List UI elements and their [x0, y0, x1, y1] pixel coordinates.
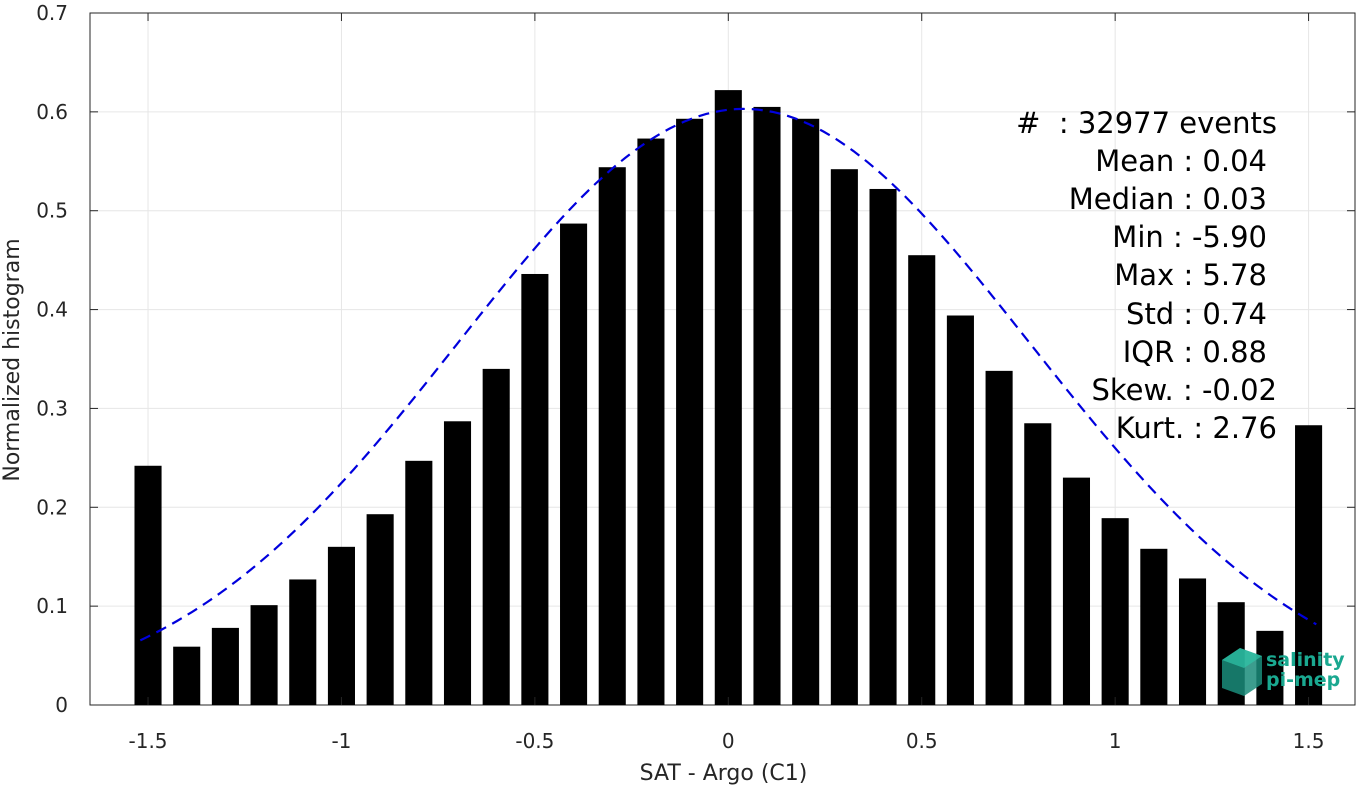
- bar-2: [211, 627, 239, 705]
- x-tick-label-3: 0: [722, 729, 735, 753]
- stat-max: Max : 5.78: [1114, 258, 1267, 292]
- bar-10: [521, 273, 549, 705]
- stat-min: Min : -5.90: [1112, 220, 1267, 254]
- bar-15: [714, 90, 742, 705]
- bar-0: [134, 465, 162, 705]
- bar-4: [289, 579, 317, 705]
- bar-6: [366, 514, 394, 705]
- bar-16: [753, 106, 781, 705]
- x-tick-label-4: 0.5: [906, 729, 938, 753]
- logo-cube-face-icon: [1222, 648, 1262, 668]
- y-tick-label-6: 0.6: [36, 100, 68, 124]
- y-tick-label-1: 0.1: [36, 594, 68, 618]
- logo-line1: salinity: [1266, 649, 1345, 671]
- stat-events: # : 32977 events: [1016, 106, 1277, 140]
- x-tick-label-1: -1: [331, 729, 351, 753]
- bars: [134, 90, 1323, 706]
- x-tick-label-5: 1: [1109, 729, 1122, 753]
- bar-7: [405, 460, 433, 705]
- bar-21: [946, 315, 974, 705]
- x-tick-label-0: -1.5: [129, 729, 168, 753]
- stat-mean: Mean : 0.04: [1095, 144, 1267, 178]
- y-axis-label: Normalized histogram: [0, 238, 25, 481]
- stat-median: Median : 0.03: [1069, 182, 1267, 216]
- bar-19: [869, 188, 897, 706]
- bar-8: [443, 421, 472, 705]
- stat-kurtosis: Kurt. : 2.76: [1116, 411, 1277, 445]
- logo-line2: pi-mep: [1266, 669, 1340, 691]
- bar-11: [560, 223, 588, 705]
- bar-20: [908, 255, 936, 705]
- bar-12: [598, 167, 626, 705]
- salinity-pi-mep-logo: salinity pi-mep: [1222, 648, 1345, 696]
- bar-1: [173, 646, 201, 705]
- y-tick-label-3: 0.3: [36, 396, 68, 420]
- bar-30: [1295, 425, 1323, 705]
- bar-18: [830, 169, 858, 706]
- statistics-box: # : 32977 events Mean : 0.04 Median : 0.…: [1016, 106, 1277, 445]
- bar-14: [676, 118, 704, 705]
- stat-std: Std : 0.74: [1126, 297, 1267, 331]
- bar-5: [327, 546, 355, 705]
- y-axis-ticks: 0 0.1 0.2 0.3 0.4 0.5 0.6 0.7: [36, 1, 1355, 717]
- bar-9: [482, 368, 510, 705]
- y-tick-label-0: 0: [55, 693, 68, 717]
- bar-3: [250, 605, 278, 705]
- x-axis-ticks: -1.5 -1 -0.5 0 0.5 1 1.5: [129, 13, 1325, 753]
- x-axis-label: SAT - Argo (C1): [640, 761, 808, 786]
- x-tick-label-6: 1.5: [1293, 729, 1325, 753]
- bar-25: [1101, 518, 1129, 705]
- bar-13: [637, 138, 665, 705]
- bar-22: [985, 370, 1013, 705]
- stat-iqr: IQR : 0.88: [1123, 335, 1267, 369]
- y-tick-label-4: 0.4: [36, 298, 68, 322]
- y-tick-label-2: 0.2: [36, 495, 68, 519]
- y-tick-label-7: 0.7: [36, 1, 68, 25]
- x-tick-label-2: -0.5: [515, 729, 554, 753]
- bar-27: [1178, 578, 1207, 705]
- bar-26: [1140, 548, 1168, 705]
- bar-24: [1062, 477, 1091, 705]
- bar-23: [1024, 423, 1052, 705]
- bar-17: [792, 118, 820, 705]
- stat-skewness: Skew. : -0.02: [1091, 373, 1277, 407]
- y-tick-label-5: 0.5: [36, 199, 68, 223]
